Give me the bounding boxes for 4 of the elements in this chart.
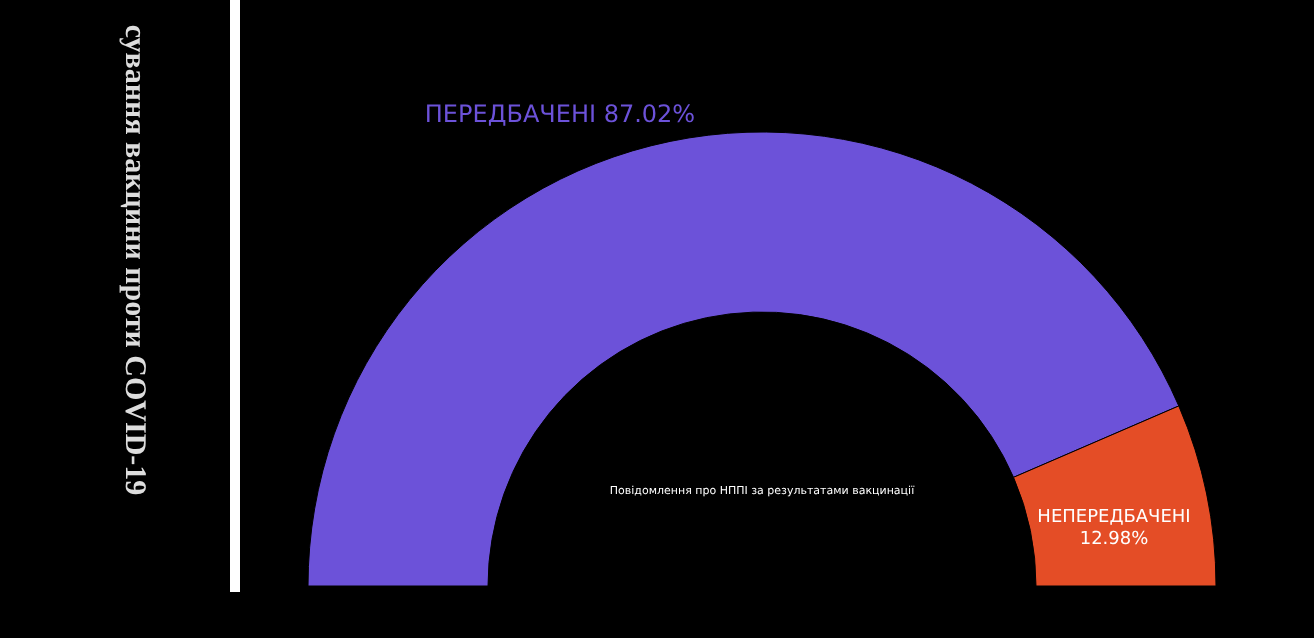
- text: сування вакцини проти COVID-19: [118, 24, 150, 496]
- slice-label: ПЕРЕДБАЧЕНІ 87.02%: [424, 100, 696, 128]
- data-label: 12.98%: [1079, 530, 1150, 550]
- slice-label: НЕПЕРЕДБАЧЕНІ: [1037, 508, 1191, 528]
